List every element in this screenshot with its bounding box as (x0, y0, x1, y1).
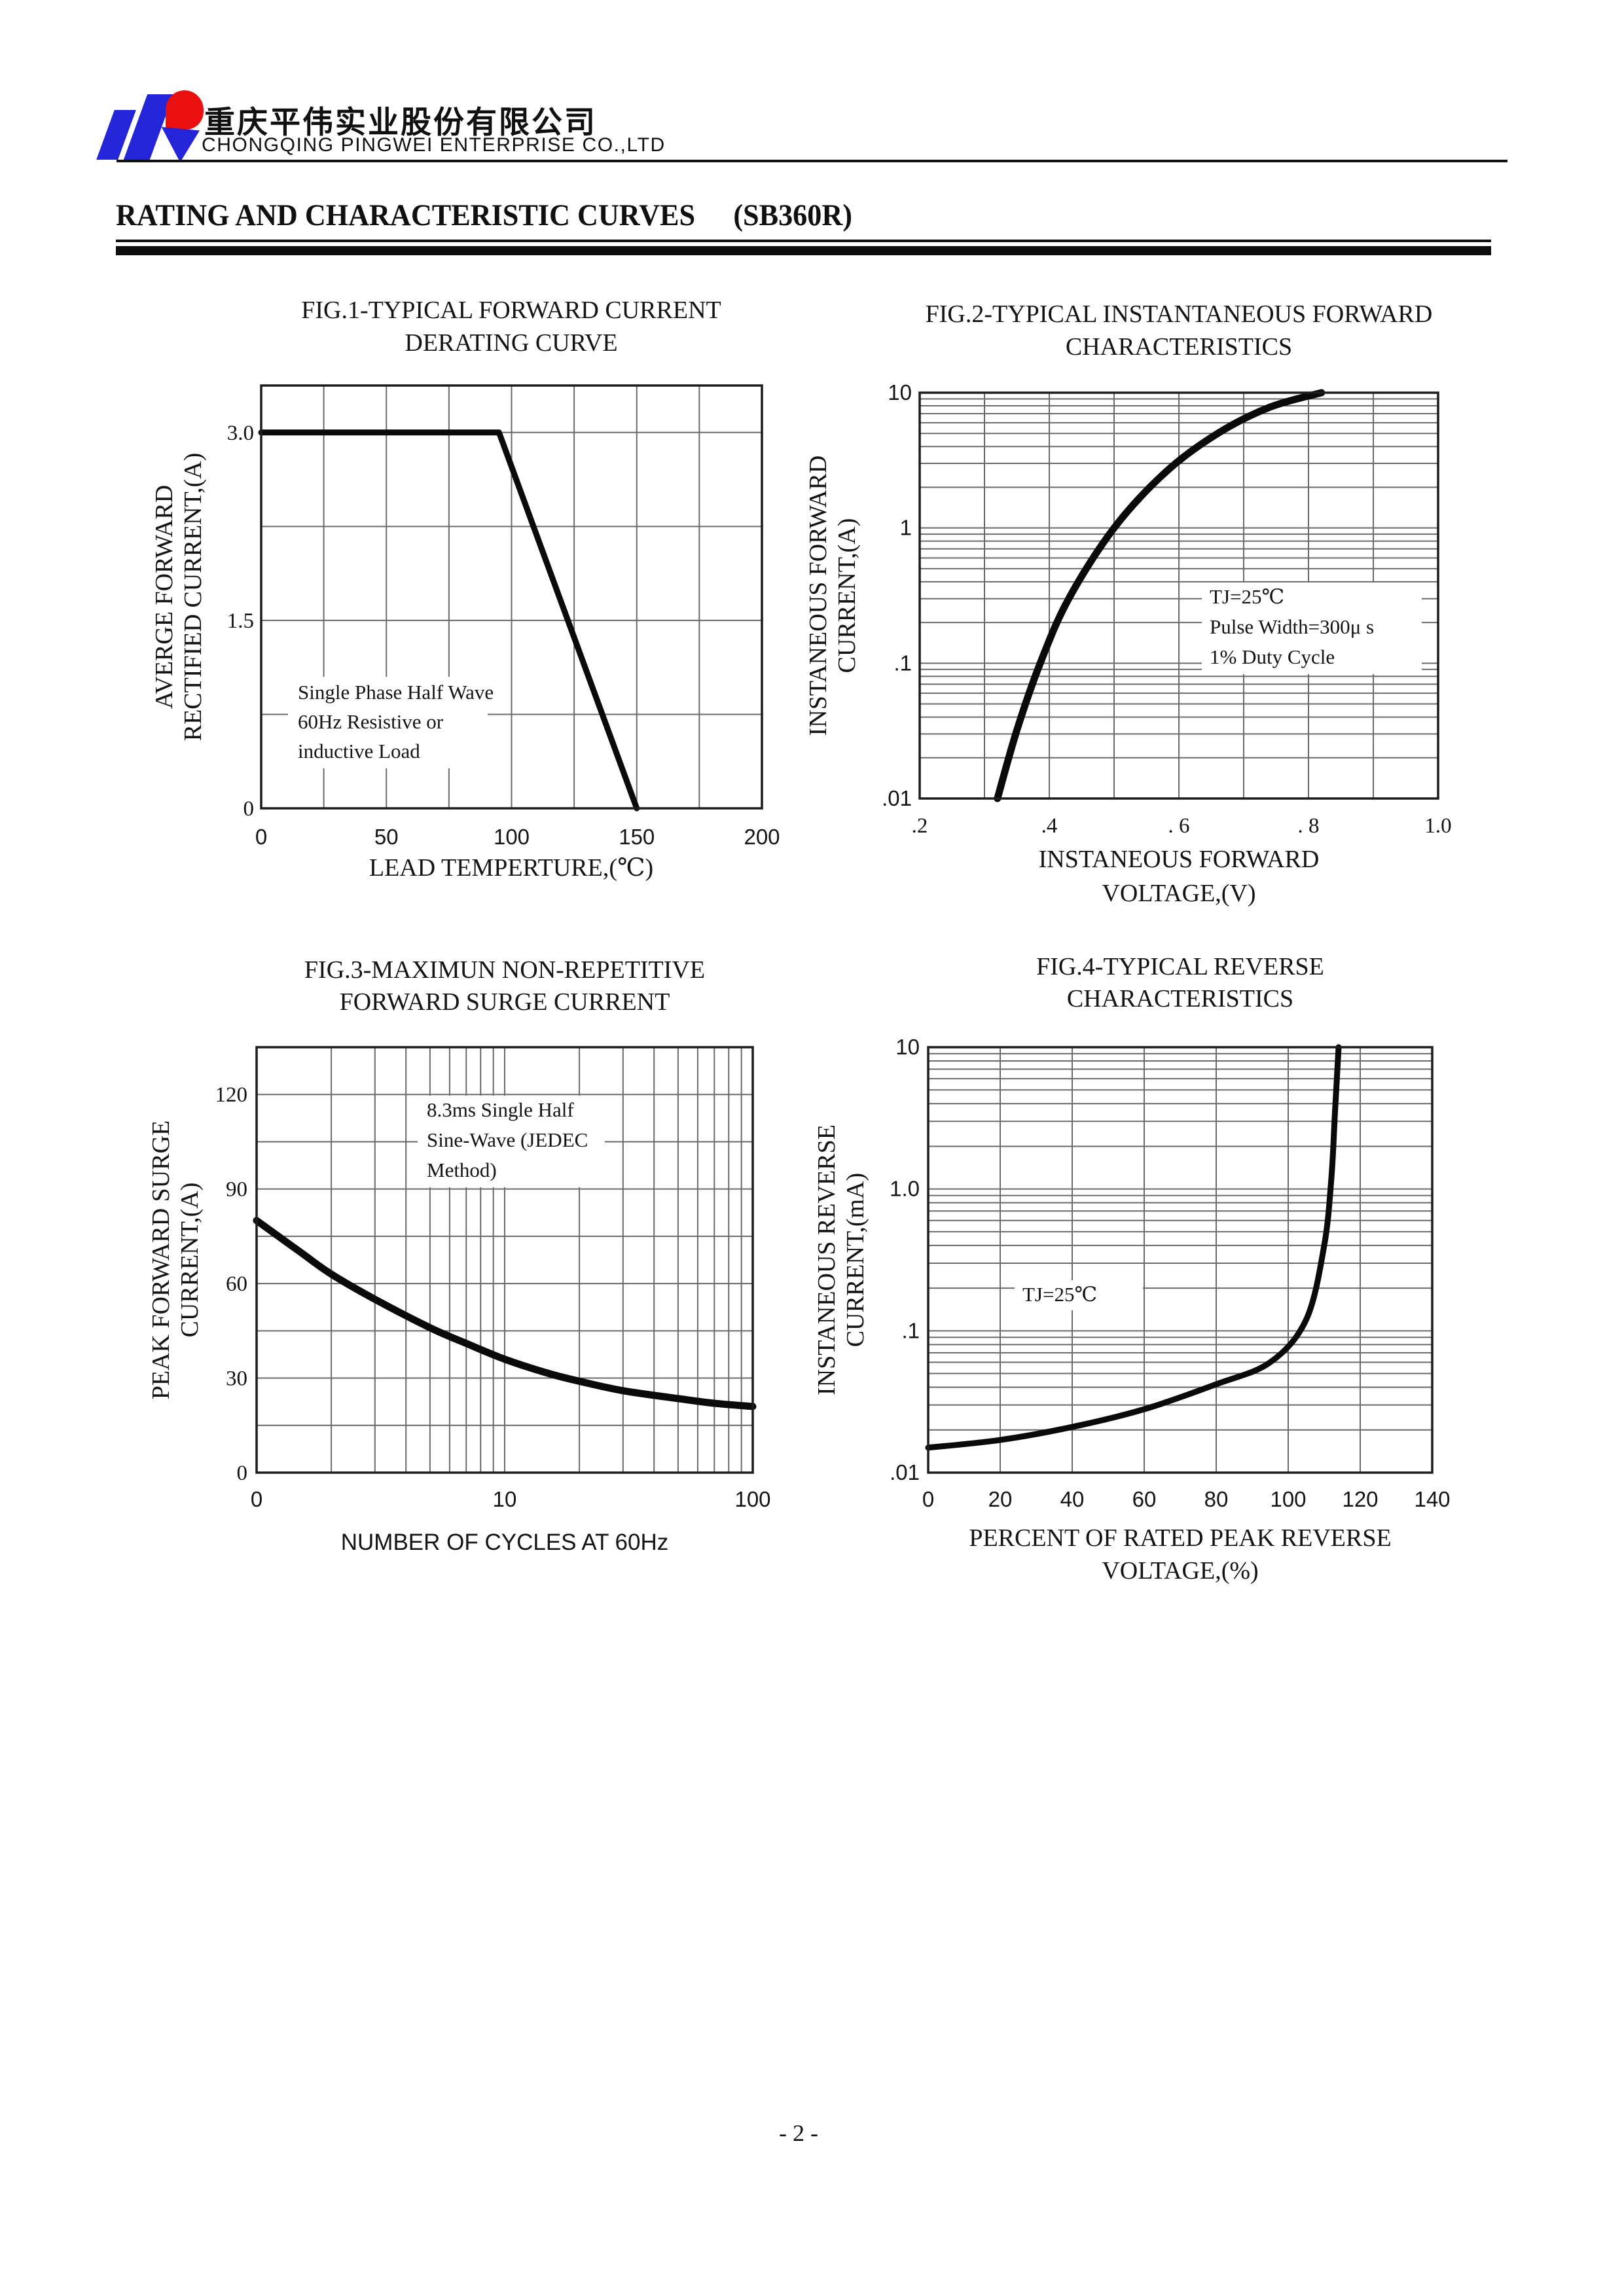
title-rule-thick (116, 246, 1491, 255)
fig2-series-instantaneous-forward-current (994, 389, 1326, 802)
fig4-x-tick: 120 (1342, 1487, 1378, 1511)
fig1-y-tick: 0 (244, 797, 255, 821)
fig2-y-axis-label: CURRENT,(A) (833, 518, 861, 673)
company-name-chinese: 重庆平伟实业股份有限公司 (204, 105, 597, 141)
fig1-x-tick: 200 (744, 825, 780, 849)
fig4-x-tick: 60 (1132, 1487, 1157, 1511)
fig3-x-tick: 100 (734, 1487, 770, 1511)
fig2-x-tick: .4 (1041, 814, 1058, 838)
fig3-annotation: 8.3ms Single Half (427, 1098, 574, 1121)
fig3-x-tick: 0 (251, 1487, 262, 1511)
fig1-series-average-forward-current (258, 429, 640, 812)
fig1-x-axis-label: LEAD TEMPERTURE,(℃) (369, 854, 653, 882)
logo-dot-icon (166, 90, 204, 130)
fig3-y-tick: 90 (226, 1178, 247, 1202)
fig3-x-tick: 10 (493, 1487, 517, 1511)
fig1-x-tick: 0 (255, 825, 267, 849)
fig2-annotation: TJ=25℃ (1210, 585, 1284, 608)
fig2-x-tick: . 8 (1298, 814, 1320, 838)
fig4-x-tick: 0 (922, 1487, 934, 1511)
fig3-title: FORWARD SURGE CURRENT (340, 988, 670, 1016)
page-title-text: RATING AND CHARACTERISTIC CURVES (116, 198, 696, 232)
header-divider (117, 160, 1507, 162)
logo-triangle-icon (161, 127, 200, 162)
fig3-annotation: Sine-Wave (JEDEC (427, 1128, 588, 1151)
fig3-y-tick: 120 (215, 1083, 248, 1107)
fig3-series-peak-forward-surge-current (253, 1217, 757, 1410)
fig1-y-tick: 3.0 (227, 422, 254, 445)
fig1-x-tick: 100 (494, 825, 530, 849)
fig2-x-axis-label: INSTANEOUS FORWARD (1039, 846, 1320, 873)
fig2-y-axis-label: INSTANEOUS FORWARD (804, 456, 832, 736)
fig1-title: FIG.1-TYPICAL FORWARD CURRENT (301, 296, 721, 324)
fig1-annotation: 60Hz Resistive or (298, 710, 444, 733)
title-rule-thin (116, 240, 1491, 242)
fig2-annotation: Pulse Width=300μ s (1210, 615, 1374, 638)
fig4-y-axis-label: CURRENT,(mA) (842, 1173, 869, 1347)
fig2-title: CHARACTERISTICS (1066, 333, 1292, 361)
fig1-x-tick: 50 (374, 825, 399, 849)
fig1-y-tick: 1.5 (227, 609, 254, 633)
fig2-y-tick: .01 (882, 786, 912, 810)
fig1-title: DERATING CURVE (405, 329, 617, 357)
fig3-annotation: Method) (427, 1158, 497, 1181)
fig2-x-tick: . 6 (1168, 814, 1190, 838)
fig3-y-tick: 60 (226, 1272, 247, 1296)
fig4-grid (928, 1047, 1432, 1473)
fig4-chart: FIG.4-TYPICAL REVERSE CHARACTERISTICS 0 20 4… (813, 953, 1451, 1585)
fig3-title: FIG.3-MAXIMUN NON-REPETITIVE (304, 956, 705, 984)
fig4-y-axis-label: INSTANEOUS REVERSE (813, 1124, 840, 1395)
fig1-y-axis-label: AVERGE FORWARD (151, 485, 178, 709)
fig4-x-tick: 140 (1414, 1487, 1450, 1511)
page-title: RATING AND CHARACTERISTIC CURVES (SB360R) (116, 198, 852, 233)
fig3-chart: FIG.3-MAXIMUN NON-REPETITIVE FORWARD SURG… (147, 956, 771, 1555)
fig4-title: FIG.4-TYPICAL REVERSE (1036, 953, 1324, 980)
part-number: (SB360R) (733, 198, 852, 232)
fig2-x-tick: 1.0 (1424, 814, 1451, 838)
fig3-y-axis-label: PEAK FORWARD SURGE (147, 1121, 175, 1400)
fig4-series-instantaneous-reverse-current (925, 1044, 1342, 1451)
fig3-y-tick: 30 (226, 1367, 247, 1391)
fig3-grid (257, 1047, 753, 1473)
fig4-y-tick: .01 (890, 1460, 920, 1484)
fig4-title: CHARACTERISTICS (1067, 985, 1293, 1013)
fig2-title: FIG.2-TYPICAL INSTANTANEOUS FORWARD (926, 300, 1433, 328)
fig4-y-tick: 1.0 (890, 1177, 920, 1201)
fig2-annotation: 1% Duty Cycle (1210, 645, 1335, 668)
fig1-chart: FIG.1-TYPICAL FORWARD CURRENT DERATING CU… (151, 296, 780, 882)
fig3-y-axis-label: CURRENT,(A) (176, 1183, 204, 1338)
fig2-x-axis-label: VOLTAGE,(V) (1102, 880, 1255, 907)
fig3-x-axis-label: NUMBER OF CYCLES AT 60Hz (341, 1530, 669, 1555)
fig1-annotation: inductive Load (298, 740, 420, 762)
fig3-y-tick: 0 (237, 1462, 248, 1485)
fig2-y-tick: 10 (888, 380, 912, 404)
company-logo-icon (96, 90, 204, 164)
fig4-x-tick: 20 (988, 1487, 1013, 1511)
page-number: - 2 - (779, 2120, 818, 2146)
fig2-y-tick: 1 (900, 516, 912, 540)
fig2-x-tick: .2 (912, 814, 928, 838)
fig4-x-tick: 100 (1270, 1487, 1306, 1511)
fig2-chart: FIG.2-TYPICAL INSTANTANEOUS FORWARD CHARA… (804, 300, 1452, 907)
fig2-y-tick: .1 (893, 651, 912, 675)
fig1-y-axis-label: RECTIFIED CURRENT,(A) (179, 453, 207, 742)
fig4-annotation: TJ=25℃ (1022, 1283, 1097, 1306)
fig4-y-tick: 10 (895, 1035, 920, 1059)
fig4-x-axis-label: VOLTAGE,(%) (1102, 1557, 1258, 1585)
fig1-x-tick: 150 (619, 825, 655, 849)
fig1-annotation: Single Phase Half Wave (298, 681, 494, 704)
fig4-x-tick: 40 (1060, 1487, 1085, 1511)
fig4-x-axis-label: PERCENT OF RATED PEAK REVERSE (969, 1524, 1391, 1552)
fig4-x-tick: 80 (1204, 1487, 1229, 1511)
fig4-y-tick: .1 (901, 1318, 920, 1342)
company-name-english: CHONGQING PINGWEI ENTERPRISE CO.,LTD (202, 134, 666, 156)
